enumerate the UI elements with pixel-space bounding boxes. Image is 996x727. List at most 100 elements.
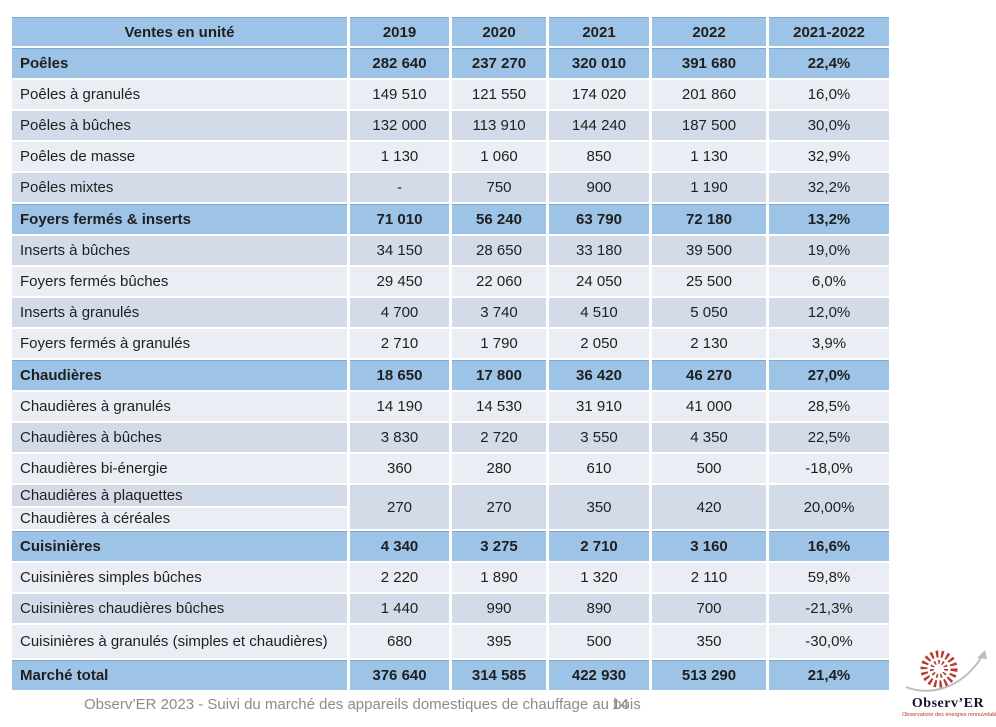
table-row: Poêles à granulés 149 510 121 550 174 02…	[12, 80, 889, 109]
row-label: Chaudières à céréales	[12, 508, 347, 529]
cell-evolution: -18,0%	[769, 454, 889, 483]
cell-2021: 2 050	[549, 329, 649, 358]
cell-evolution: 19,0%	[769, 236, 889, 265]
cell-2021: 63 790	[549, 204, 649, 234]
cell-2020: 14 530	[452, 392, 546, 421]
cell-2022: 39 500	[652, 236, 766, 265]
table-row: Inserts à granulés 4 700 3 740 4 510 5 0…	[12, 298, 889, 327]
cell-2019: 34 150	[350, 236, 449, 265]
cell-evolution: 30,0%	[769, 111, 889, 140]
column-header-2020: 2020	[452, 17, 546, 46]
row-label: Chaudières bi-énergie	[12, 454, 347, 483]
cell-2020: 3 275	[452, 531, 546, 561]
column-header-label: Ventes en unité	[12, 17, 347, 46]
table-row: Poêles de masse 1 130 1 060 850 1 130 32…	[12, 142, 889, 171]
cell-2019: 18 650	[350, 360, 449, 390]
cell-2022: 2 110	[652, 563, 766, 592]
cell-2022: 41 000	[652, 392, 766, 421]
cell-2021: 144 240	[549, 111, 649, 140]
row-label: Foyers fermés à granulés	[12, 329, 347, 358]
cell-2019: 3 830	[350, 423, 449, 452]
cell-evolution: 6,0%	[769, 267, 889, 296]
cell-2020: 56 240	[452, 204, 546, 234]
table-row: Chaudières à granulés 14 190 14 530 31 9…	[12, 392, 889, 421]
cell-evolution: 3,9%	[769, 329, 889, 358]
row-label: Chaudières	[12, 360, 347, 390]
cell-2019: 149 510	[350, 80, 449, 109]
row-label: Poêles de masse	[12, 142, 347, 171]
cell-2020: 237 270	[452, 48, 546, 78]
table-row: Cuisinières à granulés (simples et chaud…	[12, 625, 889, 658]
cell-2019: 4 340	[350, 531, 449, 561]
cell-evolution: -21,3%	[769, 594, 889, 623]
cell-2021: 36 420	[549, 360, 649, 390]
cell-2022: 1 130	[652, 142, 766, 171]
cell-2020: 314 585	[452, 660, 546, 690]
cell-2019: -	[350, 173, 449, 202]
cell-2020: 22 060	[452, 267, 546, 296]
cell-2021: 31 910	[549, 392, 649, 421]
cell-evolution: 28,5%	[769, 392, 889, 421]
row-label: Foyers fermés bûches	[12, 267, 347, 296]
table-row: Poêles mixtes - 750 900 1 190 32,2%	[12, 173, 889, 202]
cell-2021: 850	[549, 142, 649, 171]
row-label: Inserts à bûches	[12, 236, 347, 265]
cell-2019: 680	[350, 625, 449, 658]
logo-subtitle: Observatoire des énergies renouvelables	[902, 712, 996, 718]
cell-2022: 391 680	[652, 48, 766, 78]
table-row: Chaudières à bûches 3 830 2 720 3 550 4 …	[12, 423, 889, 452]
cell-2019: 71 010	[350, 204, 449, 234]
page-number: 14	[612, 696, 629, 713]
row-label: Chaudières à bûches	[12, 423, 347, 452]
cell-2022: 187 500	[652, 111, 766, 140]
row-label: Poêles	[12, 48, 347, 78]
cell-2021: 500	[549, 625, 649, 658]
observer-logo: Observ’ER Observatoire des énergies reno…	[902, 646, 996, 719]
header-row: Ventes en unité 2019 2020 2021 2022 2021…	[12, 17, 889, 46]
cell-2019: 282 640	[350, 48, 449, 78]
cell-2022: 46 270	[652, 360, 766, 390]
cell-2020: 750	[452, 173, 546, 202]
cell-2021: 320 010	[549, 48, 649, 78]
row-label: Marché total	[12, 660, 347, 690]
cell-2019: 1 440	[350, 594, 449, 623]
cell-2021: 4 510	[549, 298, 649, 327]
table-row-marche-total: Marché total 376 640 314 585 422 930 513…	[12, 660, 889, 690]
cell-2022: 72 180	[652, 204, 766, 234]
table-row: Foyers fermés à granulés 2 710 1 790 2 0…	[12, 329, 889, 358]
cell-2021: 900	[549, 173, 649, 202]
row-label: Cuisinières	[12, 531, 347, 561]
cell-2021: 1 320	[549, 563, 649, 592]
cell-2020: 990	[452, 594, 546, 623]
cell-2021: 890	[549, 594, 649, 623]
cell-2021-merged: 350	[549, 485, 649, 529]
row-label: Cuisinières chaudières bûches	[12, 594, 347, 623]
cell-2022-merged: 420	[652, 485, 766, 529]
cell-2022: 1 190	[652, 173, 766, 202]
sales-table: Ventes en unité 2019 2020 2021 2022 2021…	[9, 15, 892, 692]
table-row: Cuisinières chaudières bûches 1 440 990 …	[12, 594, 889, 623]
cell-2022: 500	[652, 454, 766, 483]
cell-2020-merged: 270	[452, 485, 546, 529]
cell-2020: 17 800	[452, 360, 546, 390]
cell-evolution: 12,0%	[769, 298, 889, 327]
cell-evolution: 22,5%	[769, 423, 889, 452]
cell-evolution: 16,6%	[769, 531, 889, 561]
cell-2022: 3 160	[652, 531, 766, 561]
cell-evolution: 32,2%	[769, 173, 889, 202]
cell-evolution: 27,0%	[769, 360, 889, 390]
row-label: Inserts à granulés	[12, 298, 347, 327]
cell-evolution: 59,8%	[769, 563, 889, 592]
cell-2022: 4 350	[652, 423, 766, 452]
cell-2020: 113 910	[452, 111, 546, 140]
cell-evolution: 13,2%	[769, 204, 889, 234]
cell-evolution-merged: 20,00%	[769, 485, 889, 529]
table-row: Foyers fermés bûches 29 450 22 060 24 05…	[12, 267, 889, 296]
row-label: Cuisinières simples bûches	[12, 563, 347, 592]
cell-2019: 1 130	[350, 142, 449, 171]
row-label: Chaudières à plaquettes	[12, 485, 347, 506]
row-label: Cuisinières à granulés (simples et chaud…	[12, 625, 347, 658]
cell-evolution: 22,4%	[769, 48, 889, 78]
logo-wordmark: Observ’ER	[911, 696, 985, 711]
